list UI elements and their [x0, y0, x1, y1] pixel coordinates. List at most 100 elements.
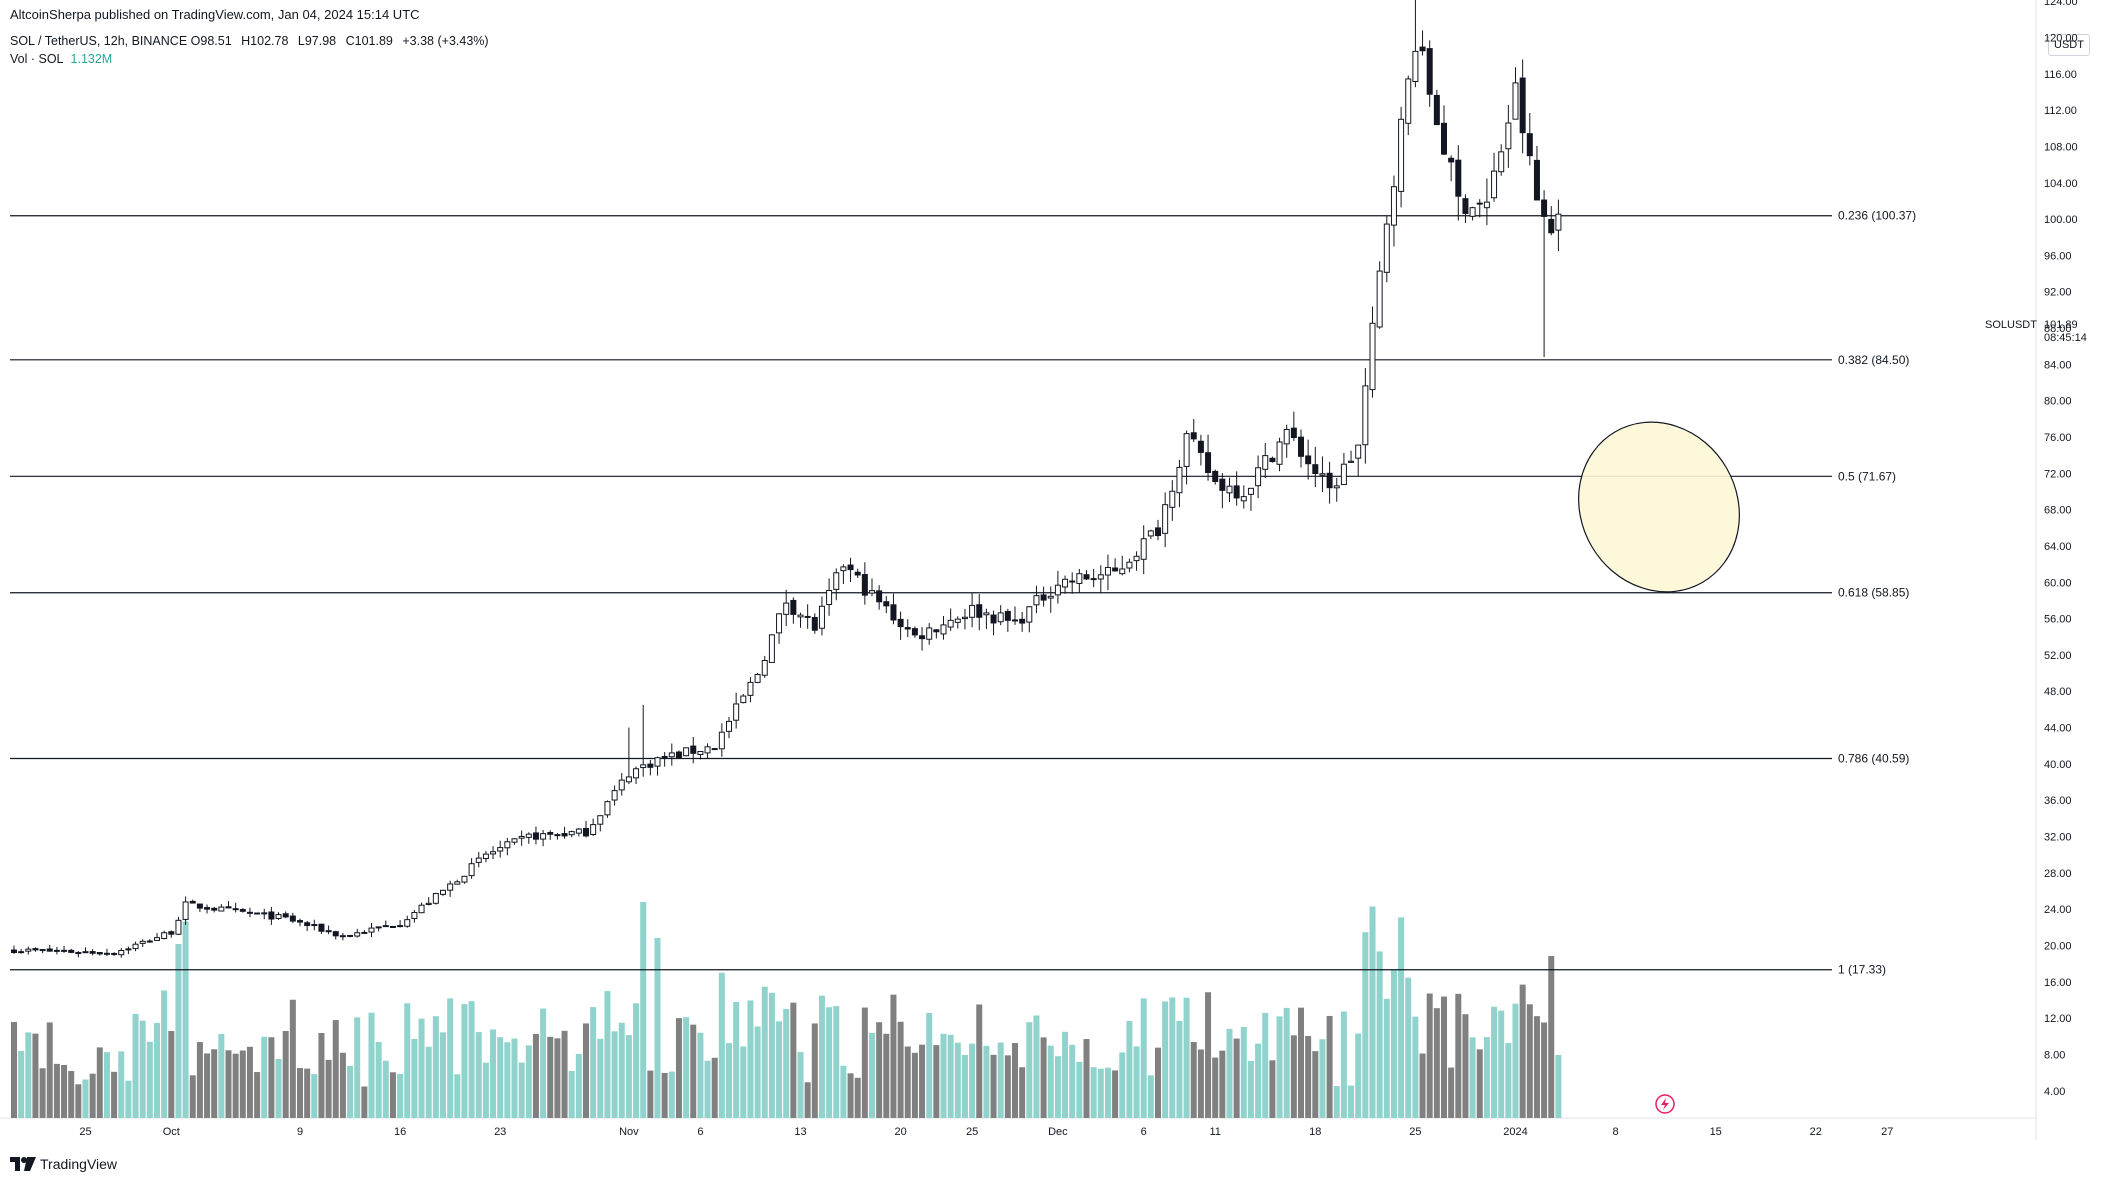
volume-bar	[783, 1009, 790, 1118]
bar-countdown: 08:45:14	[2044, 332, 2087, 344]
volume-bar	[1147, 1075, 1154, 1118]
candle-down	[861, 574, 868, 596]
candle-up	[1133, 555, 1140, 562]
tradingview-logo-icon	[10, 1157, 36, 1171]
volume-bar	[1205, 992, 1212, 1118]
volume-bar	[1312, 1051, 1319, 1118]
candle-up	[1555, 213, 1562, 231]
candle-down	[1155, 527, 1161, 537]
y-tick-label: 44.00	[2044, 723, 2072, 735]
candle-up	[1255, 467, 1262, 487]
candle-up	[454, 881, 461, 885]
volume-bar	[146, 1041, 153, 1118]
y-tick-label: 64.00	[2044, 541, 2072, 553]
candle-up	[261, 912, 268, 915]
candle-up	[1498, 151, 1505, 173]
x-tick-label: 9	[297, 1126, 303, 1138]
volume-bar	[339, 1052, 346, 1118]
candle-down	[547, 832, 554, 835]
candle-up	[1054, 584, 1061, 596]
candle-up	[840, 566, 847, 572]
volume-bar	[897, 1021, 904, 1118]
volume-bar	[869, 1032, 875, 1118]
volume-bar	[382, 1060, 389, 1118]
symbol-price-tag: SOLUSDT	[1985, 319, 2037, 331]
volume-value: 1.132M	[70, 52, 113, 66]
volume-legend[interactable]: Vol · SOL 1.132M	[10, 52, 112, 66]
volume-bar	[518, 1062, 525, 1118]
candle-down	[304, 922, 311, 926]
candle-up	[704, 746, 711, 754]
candle-down	[225, 906, 232, 909]
volume-bar	[747, 1000, 754, 1118]
candle-up	[404, 919, 411, 927]
candle-up	[833, 572, 840, 590]
candle-down	[933, 629, 940, 633]
volume-bar	[1083, 1039, 1090, 1118]
lightning-icon[interactable]	[1655, 1094, 1675, 1114]
volume-bar	[175, 943, 182, 1118]
candle-down	[32, 948, 39, 951]
volume-bar	[1498, 1010, 1505, 1118]
symbol-name[interactable]: SOL / TetherUS, 12h, BINANCE	[10, 34, 188, 48]
candle-up	[683, 747, 690, 757]
y-tick-label: 48.00	[2044, 686, 2072, 698]
candle-up	[25, 948, 32, 952]
candle-up	[961, 616, 968, 620]
candle-down	[811, 616, 818, 631]
volume-bar	[1469, 1037, 1476, 1118]
x-tick-label: Nov	[619, 1126, 639, 1138]
volume-bar	[1183, 997, 1190, 1118]
volume-bar	[954, 1042, 961, 1118]
currency-selector[interactable]: USDT	[2048, 34, 2090, 56]
volume-bar	[468, 1001, 475, 1118]
volume-bar	[911, 1052, 918, 1118]
x-tick-label: 15	[1710, 1126, 1722, 1138]
candle-up	[418, 904, 425, 914]
candle-up	[568, 831, 575, 836]
volume-bar	[18, 1050, 25, 1118]
candle-up	[1348, 460, 1355, 463]
candle-up	[697, 750, 704, 756]
volume-bar	[475, 1032, 482, 1118]
volume-bar	[740, 1046, 747, 1118]
volume-bar	[1526, 1004, 1533, 1118]
candle-up	[1240, 496, 1247, 502]
volume-bar	[1090, 1067, 1097, 1118]
candle-down	[1441, 122, 1447, 155]
candle-up	[368, 927, 375, 933]
candle-down	[53, 949, 60, 952]
volume-bar	[525, 1045, 532, 1118]
candle-down	[1326, 472, 1333, 489]
candle-up	[869, 590, 875, 594]
fib-label: 0.236 (100.37)	[1838, 209, 1916, 223]
volume-bar	[289, 999, 296, 1118]
candle-up	[1076, 573, 1083, 584]
highlight-circle	[1578, 421, 1740, 593]
candle-up	[1483, 201, 1490, 209]
tradingview-logo[interactable]: TradingView	[10, 1156, 117, 1172]
y-tick-label: 32.00	[2044, 832, 2072, 844]
volume-bar	[768, 992, 775, 1118]
symbol-legend[interactable]: SOL / TetherUS, 12h, BINANCE O98.51 H102…	[10, 34, 489, 48]
volume-bar	[411, 1038, 418, 1118]
volume-bar	[997, 1042, 1004, 1118]
candle-up	[103, 952, 110, 955]
y-tick-label: 96.00	[2044, 250, 2072, 262]
candle-up	[1369, 322, 1376, 391]
candle-up	[1491, 170, 1498, 199]
volume-bar	[1533, 1016, 1540, 1118]
y-tick-label: 80.00	[2044, 396, 2072, 408]
candle-up	[275, 914, 282, 919]
volume-bar	[654, 938, 661, 1118]
volume-bar	[904, 1046, 911, 1118]
candle-up	[540, 833, 547, 840]
volume-bar	[497, 1037, 504, 1118]
candle-up	[1140, 538, 1147, 560]
volume-bar	[547, 1036, 554, 1118]
candle-down	[1526, 133, 1533, 157]
candle-up	[604, 801, 611, 816]
volume-bar	[254, 1072, 261, 1118]
candle-up	[1226, 485, 1233, 494]
